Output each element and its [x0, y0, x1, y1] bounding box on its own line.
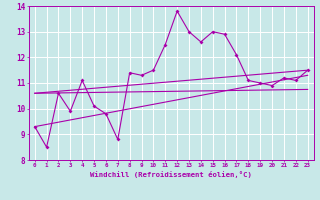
X-axis label: Windchill (Refroidissement éolien,°C): Windchill (Refroidissement éolien,°C) — [90, 171, 252, 178]
